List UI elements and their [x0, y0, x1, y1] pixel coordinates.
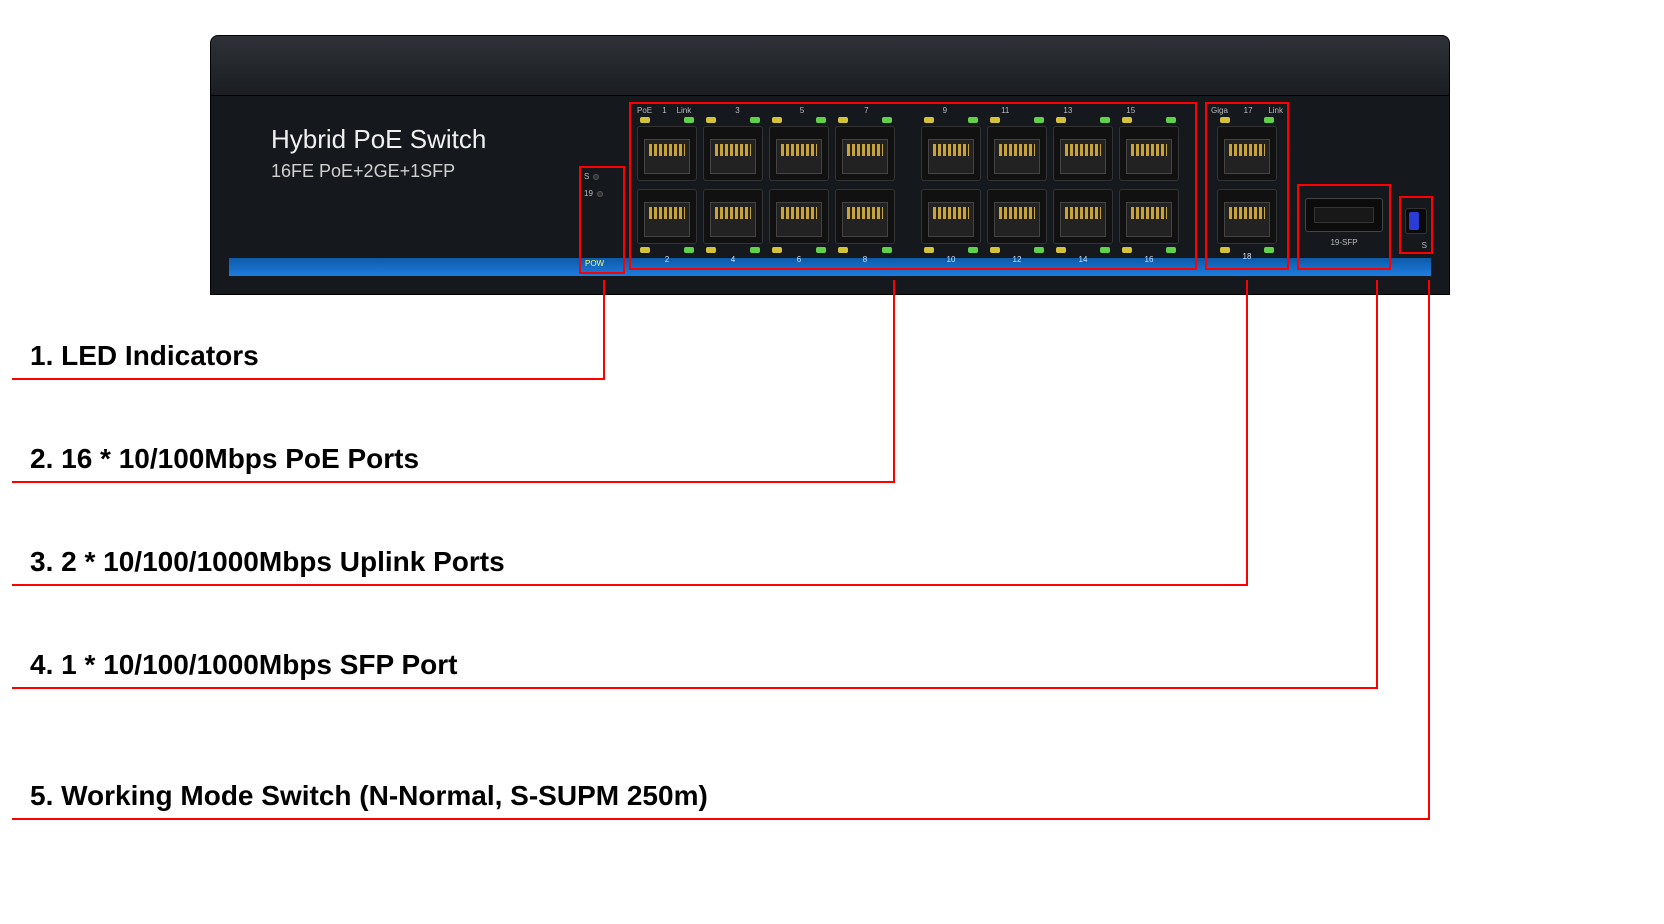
poe-group-2-8: [637, 181, 895, 244]
poe-ports-box: PoE 1 Link 3 5 7 9 11 13 15: [629, 102, 1197, 270]
port-num: 13: [1063, 106, 1072, 115]
ports-area: PoE 1 Link 3 5 7 9 11 13 15: [629, 96, 1449, 294]
link-label: Link: [677, 106, 692, 115]
callout-4-underline: [12, 687, 1378, 689]
poe-top-labels: PoE 1 Link 3 5 7 9 11 13 15: [637, 106, 1189, 115]
uplink-link-label: Link: [1268, 106, 1283, 115]
network-switch-device: Hybrid PoE Switch 16FE PoE+2GE+1SFP S 19…: [210, 35, 1450, 295]
callout-4-leader: [1376, 280, 1378, 687]
rj45-port: [921, 126, 981, 181]
uplink-18-label: 18: [1213, 252, 1281, 261]
port-num: 4: [703, 255, 763, 264]
port-num: 5: [800, 106, 804, 115]
led-dot-icon: [597, 191, 603, 197]
rj45-port: [769, 189, 829, 244]
poe-bottom-numbers: 2 4 6 8 10 12 14 16: [637, 255, 1189, 264]
uplink-17-label: 17: [1244, 106, 1253, 115]
led-row-19: 19: [584, 189, 620, 198]
mode-s-label: S: [1422, 241, 1427, 250]
port-num: 14: [1053, 255, 1113, 264]
led-green-icon: [684, 117, 694, 123]
port-num: 15: [1126, 106, 1135, 115]
device-front-panel: Hybrid PoE Switch 16FE PoE+2GE+1SFP S 19…: [210, 95, 1450, 295]
uplink-top-labels: Giga 17 Link: [1211, 106, 1283, 115]
rj45-port: [637, 126, 697, 181]
port-num: 9: [943, 106, 947, 115]
led-row-s: S: [584, 172, 620, 181]
port-num: 6: [769, 255, 829, 264]
port-num: 7: [864, 106, 868, 115]
device-chassis-top: [210, 35, 1450, 95]
callout-3-underline: [12, 584, 1248, 586]
callout-5-underline: [12, 818, 1430, 820]
callout-1-underline: [12, 378, 605, 380]
callout-1-leader: [603, 280, 605, 378]
rj45-port: [703, 189, 763, 244]
callout-1-label: 1. LED Indicators: [30, 340, 259, 372]
port-num: 2: [637, 255, 697, 264]
device-subtitle: 16FE PoE+2GE+1SFP: [271, 161, 571, 182]
device-title: Hybrid PoE Switch: [271, 124, 571, 155]
callout-2-leader: [893, 280, 895, 481]
port-num: 11: [1001, 106, 1009, 115]
poe-label: PoE: [637, 106, 652, 115]
port-num: 10: [921, 255, 981, 264]
sfp-label: 19-SFP: [1299, 238, 1389, 247]
poe-row-bottom: [637, 181, 1189, 244]
callout-3-label: 3. 2 * 10/100/1000Mbps Uplink Ports: [30, 546, 505, 578]
mode-switch-box: S: [1399, 196, 1433, 254]
port-num: 3: [735, 106, 739, 115]
sfp-slot: [1305, 198, 1383, 232]
callout-3-leader: [1246, 280, 1248, 584]
port-num: 12: [987, 255, 1047, 264]
rj45-port: [835, 126, 895, 181]
callout-2-label: 2. 16 * 10/100Mbps PoE Ports: [30, 443, 419, 475]
rj45-uplink-17: [1217, 126, 1277, 181]
rj45-port: [703, 126, 763, 181]
mode-toggle-icon: [1405, 208, 1427, 234]
rj45-port: [921, 189, 981, 244]
rj45-uplink-18: [1217, 189, 1277, 244]
rj45-port: [835, 189, 895, 244]
rj45-port: [1119, 126, 1179, 181]
sfp-port-box: 19-SFP: [1297, 184, 1391, 270]
rj45-port: [987, 126, 1047, 181]
led-dot-icon: [593, 174, 599, 180]
led-label-pow: POW: [585, 259, 604, 268]
callout-5-label: 5. Working Mode Switch (N-Normal, S-SUPM…: [30, 780, 708, 812]
led-label-19: 19: [584, 189, 593, 198]
rj45-port: [637, 189, 697, 244]
led-label-s: S: [584, 172, 589, 181]
rj45-port: [1119, 189, 1179, 244]
uplink-ports-box: Giga 17 Link 18: [1205, 102, 1289, 270]
led-indicators-box: S 19 POW: [579, 166, 625, 274]
led-yellow-icon: [640, 117, 650, 123]
callout-5-leader: [1428, 280, 1430, 818]
poe-group-1-7: [637, 108, 895, 181]
rj45-port: [1053, 126, 1113, 181]
callout-4-label: 4. 1 * 10/100/1000Mbps SFP Port: [30, 649, 457, 681]
uplink-giga-label: Giga: [1211, 106, 1228, 115]
port-num: 16: [1119, 255, 1179, 264]
port-num: 8: [835, 255, 895, 264]
rj45-port: [987, 189, 1047, 244]
poe-row-top: [637, 108, 1189, 181]
poe-group-9-15: [921, 108, 1179, 181]
port-gap: [901, 181, 915, 244]
port-gap: [901, 108, 915, 181]
rj45-port: [769, 126, 829, 181]
poe-group-10-16: [921, 181, 1179, 244]
callout-2-underline: [12, 481, 895, 483]
port-num: 1: [662, 106, 666, 115]
rj45-port: [1053, 189, 1113, 244]
